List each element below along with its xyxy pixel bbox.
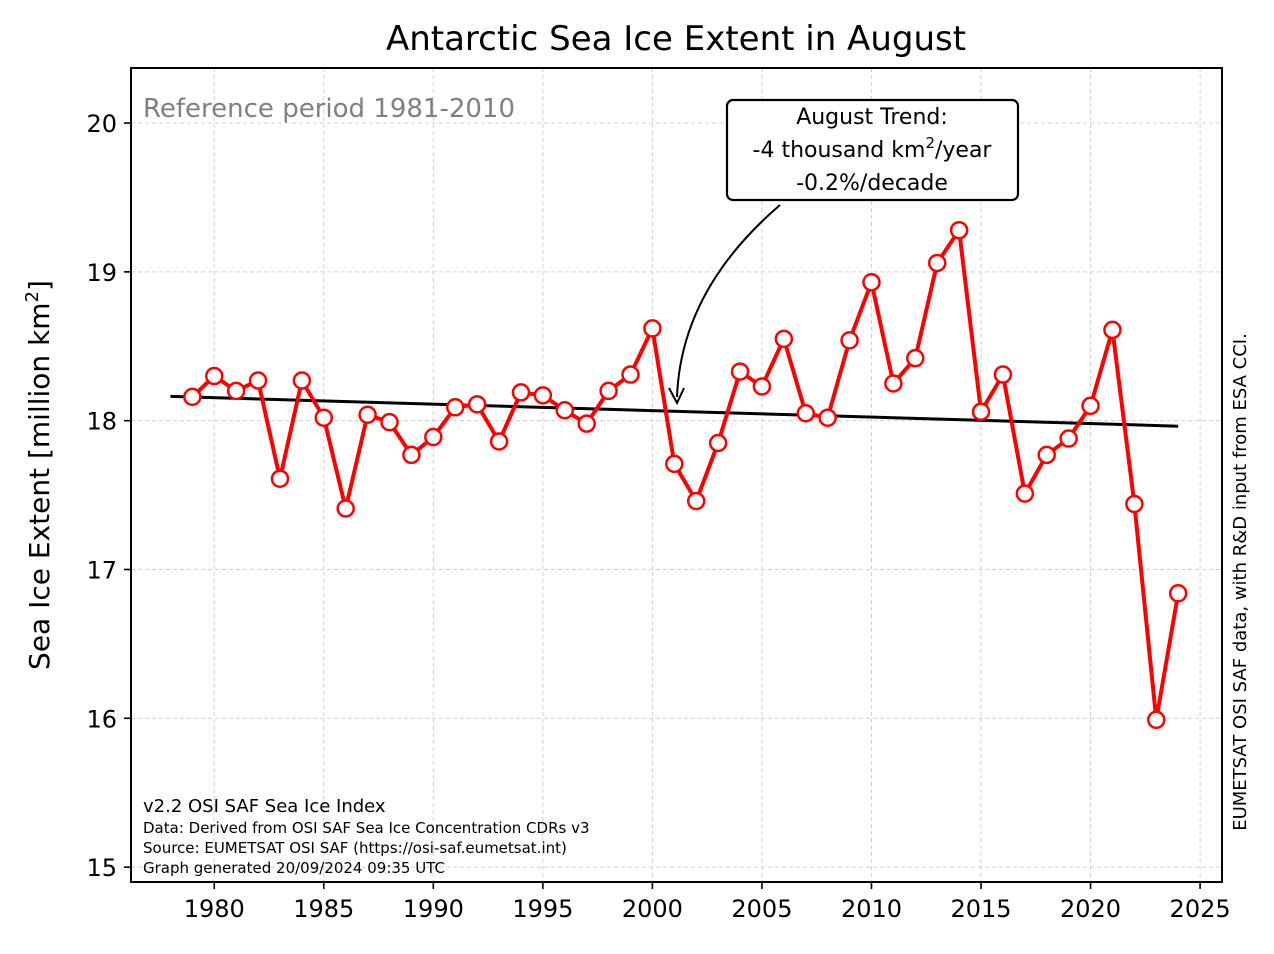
- grid: [131, 68, 1222, 882]
- data-point: [686, 491, 706, 511]
- source-line-generated: Graph generated 20/09/2024 09:35 UTC: [143, 859, 445, 877]
- data-point: [183, 387, 202, 407]
- x-tick-label: 2005: [731, 895, 792, 923]
- data-point: [533, 386, 553, 405]
- x-tick-label: 2020: [1060, 895, 1121, 923]
- trend-box-line2: -4 thousand km2/year: [753, 134, 993, 163]
- data-point: [1059, 429, 1078, 448]
- data-point: [862, 273, 881, 292]
- data-point: [730, 362, 750, 381]
- annotation-layer: August Trend: -4 thousand km2/year -0.2%…: [143, 98, 1020, 877]
- y-tick-label: 16: [86, 705, 117, 733]
- data-point: [467, 395, 487, 414]
- data-point: [511, 383, 531, 402]
- data-point: [993, 365, 1013, 384]
- trend-box-line3: -0.2%/decade: [796, 171, 948, 196]
- x-tick-label: 2015: [950, 895, 1011, 923]
- data-point: [643, 319, 662, 338]
- y-tick-label: 18: [86, 408, 117, 436]
- data-point: [621, 365, 640, 384]
- y-axis-label-sup: 2: [22, 291, 43, 302]
- side-credit: EUMETSAT OSI SAF data, with R&D input fr…: [1230, 333, 1251, 831]
- x-tick-label: 2010: [841, 895, 902, 923]
- data-point: [1147, 710, 1166, 730]
- data-point: [292, 371, 312, 390]
- data-point: [796, 403, 816, 423]
- data-point: [1081, 396, 1100, 416]
- data-point: [774, 329, 794, 349]
- y-axis-label-main: Sea Ice Extent [million km: [23, 302, 56, 670]
- data-point: [1168, 584, 1188, 603]
- source-line-version: v2.2 OSI SAF Sea Ice Index: [143, 796, 386, 817]
- plot-frame: [130, 67, 1223, 883]
- x-tick-label: 1990: [403, 895, 464, 923]
- reference-period-layer: Reference period 1981-2010: [143, 94, 515, 124]
- data-point: [949, 220, 969, 240]
- data-point: [424, 427, 443, 447]
- source-line-source: Source: EUMETSAT OSI SAF (https://osi-sa…: [143, 839, 567, 857]
- y-tick-label: 19: [86, 259, 117, 287]
- trend-arrow: [676, 204, 781, 398]
- y-tick-label: 20: [86, 110, 117, 138]
- data-point: [555, 401, 575, 420]
- y-axis-label: Sea Ice Extent [million km2]: [22, 280, 56, 670]
- data-point: [927, 253, 947, 273]
- axes-layer: 1980 1985 1990 1995 2000 2005 2010 2015 2020 2025…: [86, 110, 1230, 923]
- data-point: [840, 331, 859, 350]
- chart-title: Antarctic Sea Ice Extent in August: [386, 19, 966, 59]
- data-point: [1103, 320, 1122, 340]
- trend-arrow-head: [668, 387, 685, 406]
- data-point: [884, 374, 903, 393]
- trend-box-line2-main: -4 thousand km: [753, 138, 926, 163]
- source-text-block: v2.2 OSI SAF Sea Ice Index Data: Derived…: [143, 796, 590, 877]
- series-layer: [183, 220, 1188, 730]
- data-point: [314, 408, 334, 427]
- data-point: [402, 445, 421, 465]
- data-point: [752, 377, 772, 396]
- data-point: [226, 381, 246, 401]
- data-point: [270, 469, 290, 488]
- x-tick-label: 2000: [622, 895, 683, 923]
- y-axis-label-end: ]: [23, 280, 56, 291]
- data-point: [1015, 484, 1035, 503]
- trend-box: [725, 98, 1020, 202]
- data-point: [577, 414, 596, 433]
- x-tick-label: 1985: [293, 895, 354, 923]
- series-line: [190, 228, 1181, 722]
- trend-box-line2-sup: 2: [925, 134, 935, 152]
- reference-period-label: Reference period 1981-2010: [143, 94, 515, 124]
- data-point: [204, 366, 224, 386]
- data-point: [380, 412, 399, 432]
- data-point: [489, 432, 509, 451]
- source-line-data: Data: Derived from OSI SAF Sea Ice Conce…: [143, 819, 590, 837]
- data-point: [818, 408, 837, 427]
- data-point: [248, 371, 268, 390]
- data-point: [336, 499, 355, 518]
- data-point: [599, 381, 618, 401]
- data-point: [1125, 494, 1144, 514]
- data-point: [708, 433, 728, 453]
- data-point: [971, 402, 991, 422]
- x-tick-label: 1980: [184, 895, 245, 923]
- trend-box-line2-end: /year: [935, 138, 992, 163]
- data-point: [665, 454, 684, 474]
- y-tick-label: 15: [86, 854, 117, 882]
- data-point: [906, 348, 925, 368]
- y-tick-label: 17: [86, 556, 117, 584]
- x-tick-label: 1995: [512, 895, 573, 923]
- data-point: [445, 398, 465, 417]
- trend-box-line1: August Trend:: [796, 105, 948, 130]
- data-point: [1037, 445, 1056, 465]
- data-point: [358, 405, 377, 424]
- x-tick-label: 2025: [1170, 895, 1231, 923]
